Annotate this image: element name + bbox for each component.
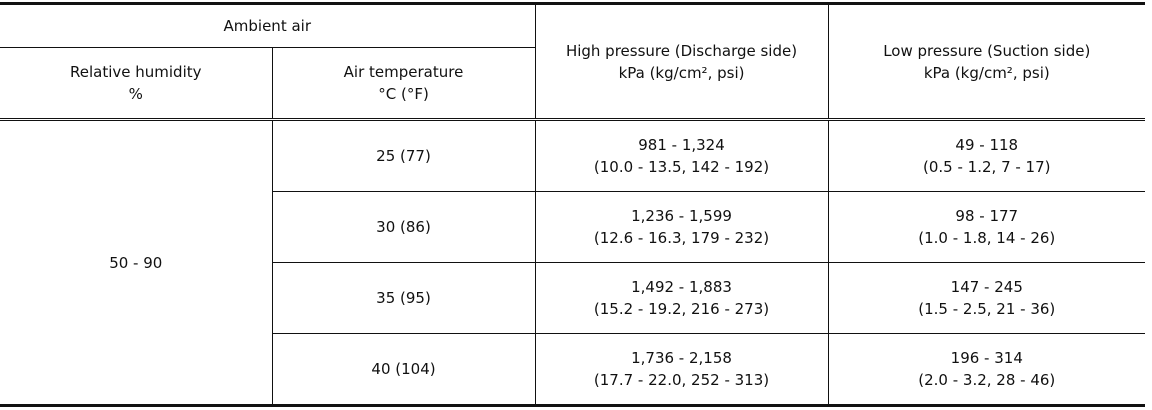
alt-units-range: (15.2 - 19.2, 216 - 273) <box>593 300 770 318</box>
high-cell: 981 - 1,324 (10.0 - 13.5, 142 - 192) <box>535 119 829 192</box>
table-body: 50 - 90 25 (77) 981 - 1,324 (10.0 - 13.5, 1… <box>0 119 1146 407</box>
header-unit: kPa (kg/cm², psi) <box>618 63 745 82</box>
low-header: Low pressure (Suction side) kPa (kg/cm²,… <box>828 2 1146 121</box>
header-text: Air temperature <box>343 63 464 81</box>
high-cell: 1,236 - 1,599 (12.6 - 16.3, 179 - 232) <box>535 191 829 263</box>
humidity-header: Relative humidity % <box>0 47 273 121</box>
table-row: 40 (104) 1,736 - 2,158 (17.7 - 22.0, 252 -… <box>0 333 1146 407</box>
header-text: Relative humidity <box>70 63 202 81</box>
kpa-range: 196 - 314 <box>950 349 1023 367</box>
alt-units-range: (1.0 - 1.8, 14 - 26) <box>918 229 1056 247</box>
high-header: High pressure (Discharge side) kPa (kg/c… <box>535 2 829 121</box>
temperature-cell: 30 (86) <box>272 191 536 263</box>
low-cell: 147 - 245 (1.5 - 2.5, 21 - 36) <box>828 262 1146 334</box>
low-cell: 98 - 177 (1.0 - 1.8, 14 - 26) <box>828 191 1146 263</box>
low-cell: 49 - 118 (0.5 - 1.2, 7 - 17) <box>828 119 1146 192</box>
alt-units-range: (1.5 - 2.5, 21 - 36) <box>918 300 1056 318</box>
header-unit: °C (°F) <box>378 85 429 103</box>
alt-units-range: (12.6 - 16.3, 179 - 232) <box>593 229 770 247</box>
header-text: High pressure (Discharge side) <box>565 41 798 60</box>
table-row: 35 (95) 1,492 - 1,883 (15.2 - 19.2, 216 - … <box>0 262 1146 334</box>
kpa-range: 1,736 - 2,158 <box>631 349 732 367</box>
temperature-cell: 25 (77) <box>272 119 536 192</box>
header-unit: % <box>128 85 143 103</box>
alt-units-range: (17.7 - 22.0, 252 - 313) <box>593 371 770 389</box>
temperature-cell: 35 (95) <box>272 262 536 334</box>
kpa-range: 981 - 1,324 <box>638 136 725 154</box>
header-text: Low pressure (Suction side) <box>883 41 1091 60</box>
kpa-range: 1,492 - 1,883 <box>631 278 732 296</box>
kpa-range: 147 - 245 <box>950 278 1023 296</box>
humidity-cell: 50 - 90 <box>0 119 273 407</box>
temperature-header: Air temperature °C (°F) <box>272 47 536 121</box>
high-cell: 1,736 - 2,158 (17.7 - 22.0, 252 - 313) <box>535 333 829 407</box>
table-row: 30 (86) 1,236 - 1,599 (12.6 - 16.3, 179 - … <box>0 191 1146 263</box>
alt-units-range: (10.0 - 13.5, 142 - 192) <box>593 158 770 176</box>
table-row: 50 - 90 25 (77) 981 - 1,324 (10.0 - 13.5, 1… <box>0 119 1146 407</box>
temperature-cell: 40 (104) <box>272 333 536 407</box>
high-cell: 1,492 - 1,883 (15.2 - 19.2, 216 - 273) <box>535 262 829 334</box>
group-header: Ambient air <box>0 2 536 48</box>
header-unit: kPa (kg/cm², psi) <box>923 63 1050 82</box>
kpa-range: 98 - 177 <box>955 207 1019 225</box>
kpa-range: 49 - 118 <box>955 136 1019 154</box>
alt-units-range: (2.0 - 3.2, 28 - 46) <box>918 371 1056 389</box>
kpa-range: 1,236 - 1,599 <box>631 207 732 225</box>
alt-units-range: (0.5 - 1.2, 7 - 17) <box>923 158 1051 176</box>
low-cell: 196 - 314 (2.0 - 3.2, 28 - 46) <box>828 333 1146 407</box>
